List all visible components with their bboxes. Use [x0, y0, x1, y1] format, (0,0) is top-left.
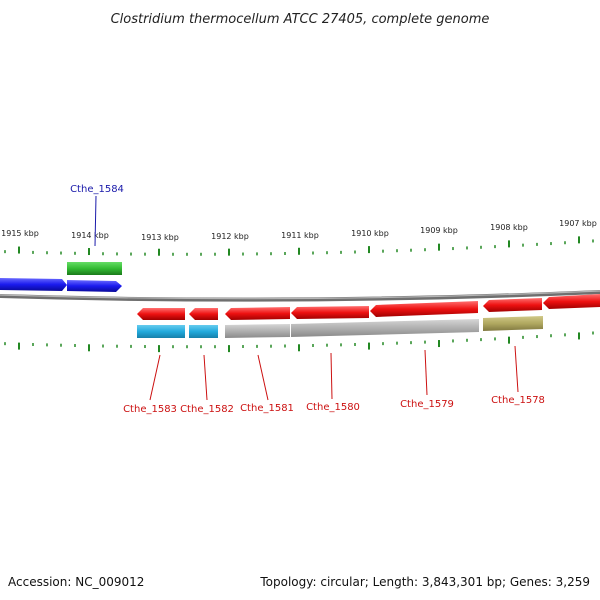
cds-block-cthe-1583[interactable]: [137, 325, 185, 338]
gene-arrow-forward[interactable]: [67, 280, 122, 292]
topology-summary: Topology: circular; Length: 3,843,301 bp…: [259, 575, 590, 589]
gene-arrow-reverse[interactable]: [483, 298, 542, 312]
gene-arrow-reverse[interactable]: [137, 308, 185, 320]
kbp-labels: 1915 kbp 1914 kbp 1913 kbp 1912 kbp 1911…: [1, 219, 597, 242]
genome-backbone-highlight: [0, 290, 600, 300]
leader-cthe-1582: [203, 354, 208, 401]
genome-backbone: [0, 290, 600, 302]
kbp-label: 1911 kbp: [281, 231, 319, 240]
gene-label-cthe-1580[interactable]: Cthe_1580: [306, 402, 360, 413]
gene-arrow-reverse[interactable]: [543, 294, 600, 309]
forward-genes: [0, 278, 122, 292]
gene-label-cthe-1581[interactable]: Cthe_1581: [240, 403, 294, 414]
leader-cthe-1584: [94, 195, 97, 247]
reverse-genes: [137, 294, 600, 320]
leader-cthe-1581: [257, 354, 269, 401]
cds-block-cthe-1584[interactable]: [67, 262, 122, 275]
kbp-label: 1910 kbp: [351, 229, 389, 238]
tick-ruler-bottom: [4, 331, 594, 353]
gene-labels: Cthe_1584 Cthe_1583 Cthe_1582 Cthe_1581 …: [70, 184, 545, 415]
gene-label-cthe-1583[interactable]: Cthe_1583: [123, 404, 177, 415]
accession-text: Accession: NC_009012: [8, 575, 144, 589]
kbp-label: 1907 kbp: [559, 219, 597, 228]
kbp-label: 1912 kbp: [211, 232, 249, 241]
leader-cthe-1579: [424, 349, 428, 396]
reverse-cds: [137, 316, 543, 338]
kbp-label: 1913 kbp: [141, 233, 179, 242]
gene-label-cthe-1584[interactable]: Cthe_1584: [70, 184, 124, 195]
map-title: Clostridium thermocellum ATCC 27405, com…: [111, 12, 490, 27]
cds-block-cthe-1581[interactable]: [225, 324, 290, 338]
kbp-label: 1909 kbp: [420, 226, 458, 235]
gene-arrow-forward[interactable]: [0, 278, 67, 291]
kbp-label: 1915 kbp: [1, 229, 39, 238]
kbp-label: 1914 kbp: [71, 231, 109, 240]
gene-arrow-reverse[interactable]: [225, 307, 290, 320]
leader-cthe-1578: [514, 345, 519, 393]
gene-arrow-reverse[interactable]: [291, 306, 369, 319]
label-leaders: [94, 195, 519, 401]
cds-block-cthe-1582[interactable]: [189, 325, 218, 338]
cds-block-cthe-1578[interactable]: [483, 316, 543, 331]
leader-cthe-1580: [330, 352, 333, 400]
gene-label-cthe-1579[interactable]: Cthe_1579: [400, 399, 454, 410]
gene-arrow-reverse[interactable]: [189, 308, 218, 320]
gene-label-cthe-1578[interactable]: Cthe_1578: [491, 395, 545, 406]
gene-arrow-reverse[interactable]: [370, 301, 478, 317]
leader-cthe-1583: [149, 354, 161, 401]
tick-ruler-top: [4, 236, 594, 256]
cds-block-cthe-1580-1579[interactable]: [291, 319, 479, 337]
gene-label-cthe-1582[interactable]: Cthe_1582: [180, 404, 234, 415]
kbp-label: 1908 kbp: [490, 223, 528, 232]
